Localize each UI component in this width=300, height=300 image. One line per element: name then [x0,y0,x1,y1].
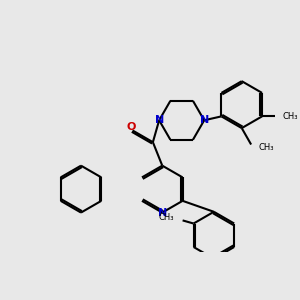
Text: O: O [126,122,136,132]
Text: N: N [154,115,164,125]
Text: N: N [200,115,209,125]
Text: CH₃: CH₃ [282,112,298,121]
Text: CH₃: CH₃ [259,143,274,152]
Text: N: N [158,208,167,218]
Text: CH₃: CH₃ [158,213,174,222]
